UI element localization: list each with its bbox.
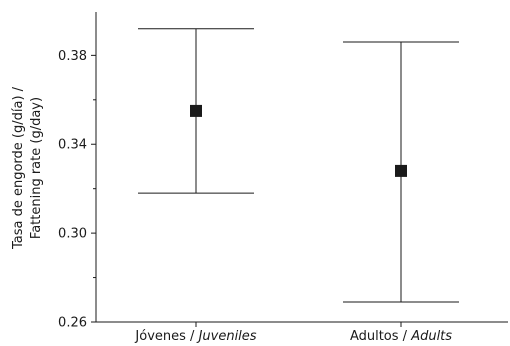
y-axis-label-line-1: Tasa de engorde (g/día) / (11, 86, 26, 250)
x-category-label-plain: Adultos / (350, 329, 411, 344)
x-category-label-italic: Adults (410, 329, 452, 344)
x-category-label: Adultos / Adults (350, 329, 452, 344)
x-axis-categories: Jóvenes / Juveniles Adultos / Adults (134, 322, 452, 344)
data-series (138, 28, 459, 303)
y-axis-label: Tasa de engorde (g/día) / Fattening rate… (11, 86, 44, 250)
y-axis-ticks: 0.26 0.30 0.34 0.38 (58, 49, 96, 331)
y-tick-label: 0.34 (58, 138, 87, 153)
mean-marker (395, 164, 407, 177)
y-tick-label: 0.30 (58, 227, 87, 242)
y-tick-label: 0.38 (58, 49, 87, 64)
x-category-label: Jóvenes / Juveniles (134, 329, 256, 344)
mean-marker (190, 104, 202, 117)
y-axis-label-line-2: Fattening rate (g/day) (29, 97, 44, 239)
x-category-label-italic: Juveniles (196, 329, 257, 344)
y-tick-label: 0.26 (58, 316, 87, 331)
x-category-label-plain: Jóvenes / (134, 329, 198, 344)
